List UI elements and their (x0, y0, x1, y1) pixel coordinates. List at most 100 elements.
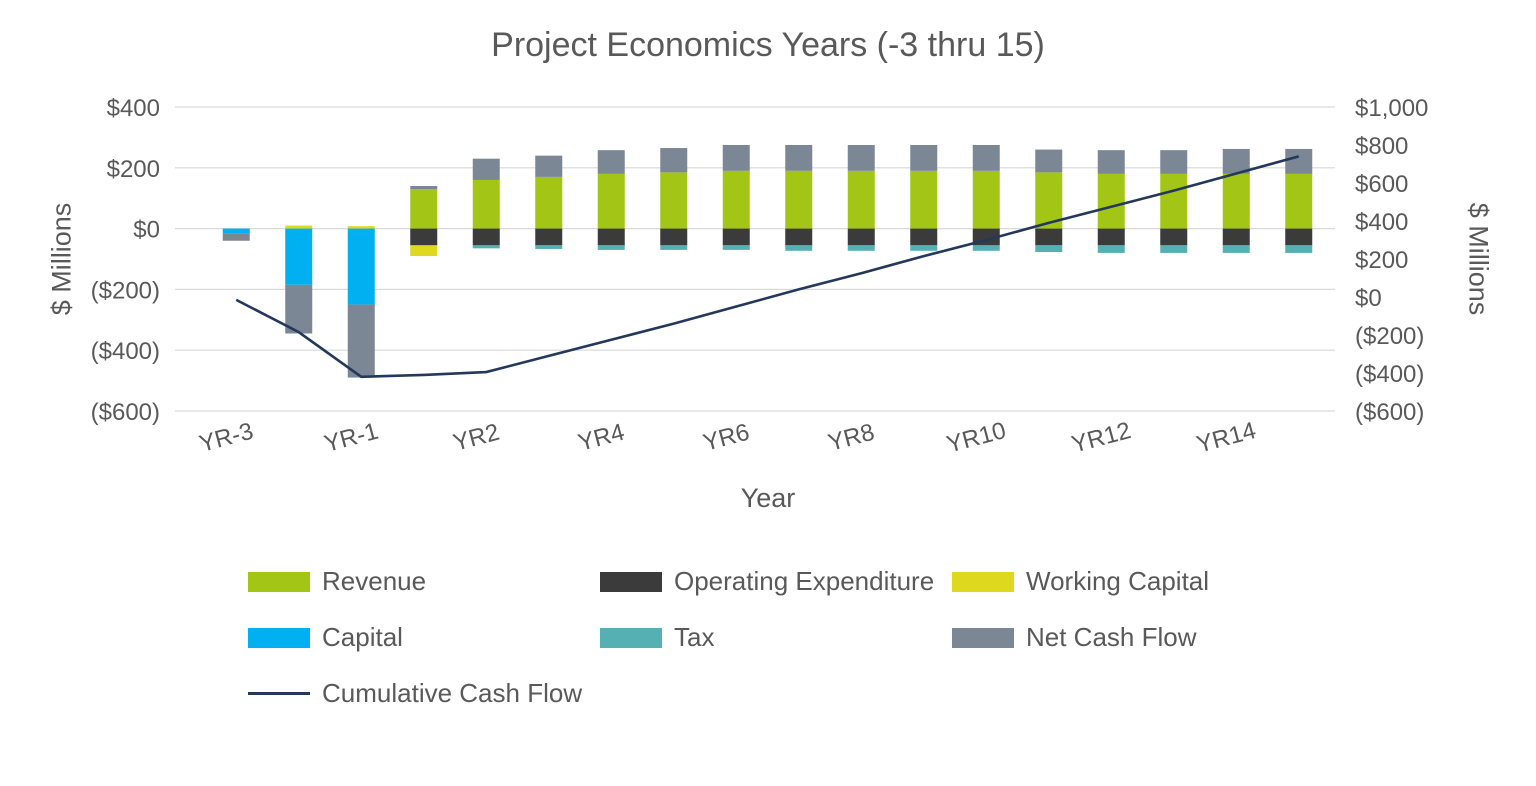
bar-segment-operating-expenditure (535, 228, 563, 246)
bar-segment-tax (1160, 245, 1188, 253)
bar-segment-revenue (722, 170, 750, 229)
right-axis-tick: ($600) (1355, 399, 1424, 426)
bar-segment-revenue (1035, 172, 1063, 229)
bar-segment-operating-expenditure (410, 228, 438, 246)
x-axis-tick: YR12 (1069, 417, 1134, 459)
bar-segment-net-cash-flow (535, 155, 563, 177)
x-axis-tick: YR10 (944, 417, 1009, 459)
bar-segment-tax (972, 245, 1000, 251)
x-axis-tick: YR2 (450, 419, 502, 457)
bar-segment-operating-expenditure (1097, 228, 1125, 246)
bar-segment-revenue (660, 172, 688, 229)
bar-segment-net-cash-flow (722, 145, 750, 171)
legend-label: Operating Expenditure (674, 566, 935, 596)
x-axis-tick: YR6 (700, 419, 752, 457)
right-axis-tick: ($200) (1355, 323, 1424, 350)
bar-segment-revenue (472, 179, 500, 229)
bar-segment-revenue (597, 173, 625, 229)
bar-segment-net-cash-flow (222, 233, 250, 241)
chart-legend: Revenue Operating Expenditure Working Capi… (248, 566, 1536, 709)
left-axis-tick: ($600) (91, 399, 160, 426)
bar-segment-tax (1097, 245, 1125, 253)
legend-item-capital: Capital (248, 622, 600, 653)
left-axis-tick: $200 (107, 156, 160, 183)
legend-item-tax: Tax (600, 622, 952, 653)
legend-color-swatch (600, 571, 662, 592)
right-axis-tick: $200 (1355, 247, 1408, 274)
chart-title: Project Economics Years (-3 thru 15) (491, 26, 1045, 64)
right-axis-tick: $600 (1355, 171, 1408, 198)
bar-segment-capital (347, 228, 375, 305)
bar-segment-working-capital (347, 226, 375, 229)
bar-segment-net-cash-flow (1160, 150, 1188, 174)
right-axis-tick: $400 (1355, 209, 1408, 236)
bar-segment-net-cash-flow (597, 150, 625, 174)
bar-segment-operating-expenditure (910, 228, 938, 246)
right-axis-tick: $1,000 (1355, 95, 1428, 122)
bar-segment-revenue (785, 170, 813, 229)
bar-segment-operating-expenditure (847, 228, 875, 246)
bar-segment-working-capital (410, 245, 438, 256)
legend-item-net-cash-flow: Net Cash Flow (952, 622, 1384, 653)
bar-segment-tax (1222, 245, 1250, 253)
bar-segment-tax (910, 245, 938, 251)
legend-label: Net Cash Flow (1026, 622, 1197, 652)
bar-segment-operating-expenditure (785, 228, 813, 246)
left-axis-tick: ($400) (91, 338, 160, 365)
chart-area: $400 $200 $0 ($200) ($400) ($600) $1,000 $800 $6… (0, 77, 1536, 477)
bar-segment-tax (722, 245, 750, 250)
bar-segment-revenue (1097, 173, 1125, 229)
bar-segment-tax (660, 245, 688, 250)
bar-segment-capital (222, 228, 250, 234)
bar-segment-operating-expenditure (472, 228, 500, 246)
left-axis-tick: $400 (107, 95, 160, 122)
bar-segment-revenue (847, 170, 875, 229)
legend-label: Revenue (322, 566, 427, 596)
legend-color-swatch (600, 627, 662, 648)
legend-color-swatch (952, 571, 1014, 592)
left-axis-tick: $0 (133, 217, 160, 244)
legend-item-cumulative-cash-flow: Cumulative Cash Flow (248, 678, 600, 709)
right-axis-tick: $800 (1355, 133, 1408, 160)
legend-color-swatch (248, 627, 310, 648)
bar-segment-operating-expenditure (1160, 228, 1188, 246)
bar-segment-capital (285, 228, 313, 285)
legend-label: Cumulative Cash Flow (322, 678, 583, 708)
bar-segment-net-cash-flow (410, 186, 438, 190)
bar-segment-net-cash-flow (347, 304, 375, 378)
legend-line-swatch (248, 692, 310, 695)
legend-color-swatch (952, 627, 1014, 648)
bar-segment-net-cash-flow (972, 145, 1000, 171)
chart-plot: $400 $200 $0 ($200) ($400) ($600) $1,000 $800 $6… (91, 95, 1429, 459)
bar-segment-tax (1285, 245, 1313, 253)
right-axis-title: $ Millions (1463, 202, 1494, 316)
bar-segment-operating-expenditure (1035, 228, 1063, 246)
bar-segment-tax (535, 245, 563, 249)
x-axis-title: Year (740, 483, 796, 513)
x-axis-tick: YR-1 (321, 418, 381, 458)
bar-segment-net-cash-flow (785, 145, 813, 171)
bar-segment-revenue (1285, 173, 1313, 229)
bar-segment-net-cash-flow (472, 158, 500, 180)
x-axis-tick: YR14 (1194, 417, 1259, 459)
bar-segment-working-capital (285, 225, 313, 229)
legend-item-working-capital: Working Capital (952, 566, 1384, 597)
bar-segment-net-cash-flow (847, 145, 875, 171)
legend-item-revenue: Revenue (248, 566, 600, 597)
bar-segment-net-cash-flow (285, 284, 313, 334)
bar-segment-revenue (972, 170, 1000, 229)
legend-color-swatch (248, 571, 310, 592)
bar-segment-operating-expenditure (1285, 228, 1313, 246)
x-axis-tick: YR-3 (196, 418, 256, 458)
bar-segment-tax (785, 245, 813, 251)
left-axis-title: $ Millions (46, 202, 77, 316)
bar-segment-net-cash-flow (1035, 149, 1063, 173)
legend-item-operating-expenditure: Operating Expenditure (600, 566, 952, 597)
bar-segment-revenue (410, 189, 438, 229)
bar-segment-operating-expenditure (660, 228, 688, 246)
bar-segment-operating-expenditure (597, 228, 625, 246)
bar-segment-net-cash-flow (910, 145, 938, 171)
bar-segment-revenue (910, 170, 938, 229)
bar-segment-operating-expenditure (722, 228, 750, 246)
x-axis-tick: YR4 (575, 419, 627, 457)
